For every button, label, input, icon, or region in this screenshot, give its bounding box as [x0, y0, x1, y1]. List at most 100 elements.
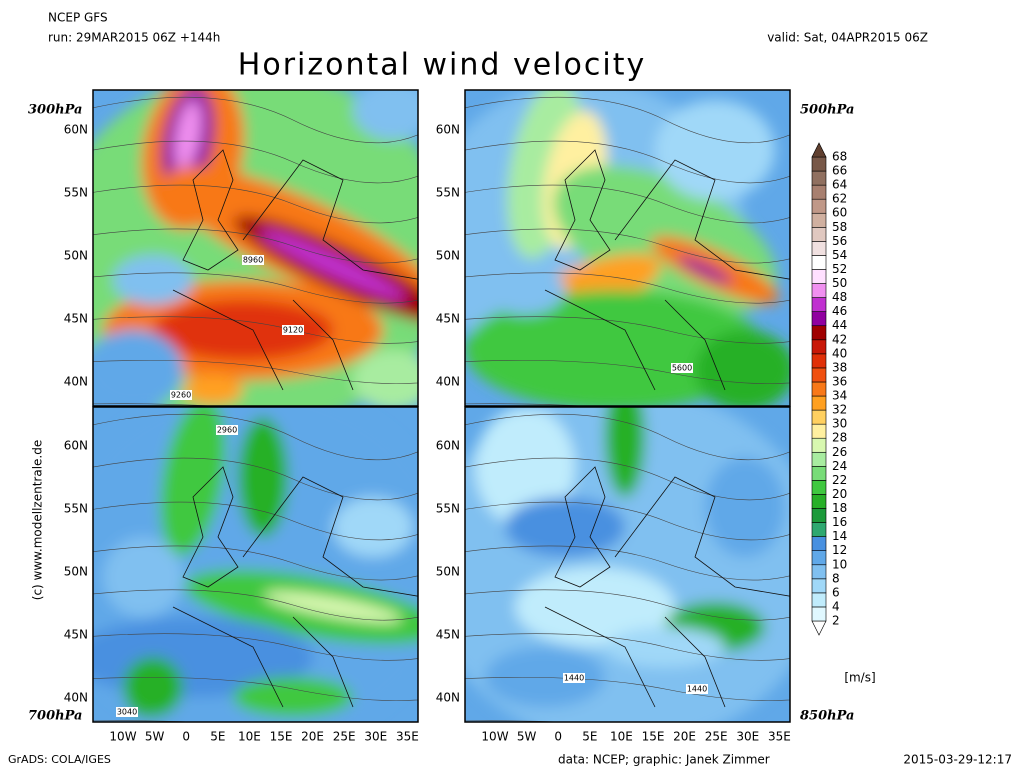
- pressure-level: 300hPa: [28, 103, 82, 118]
- wind-area: [93, 330, 183, 406]
- wind-area: [264, 591, 402, 623]
- wind-area: [123, 657, 183, 717]
- colorbar-label: 58: [832, 220, 847, 234]
- colorbar-label: 22: [832, 473, 847, 487]
- colorbar-box: [811, 269, 827, 284]
- coastline: [172, 149, 418, 391]
- latitude-label: 60N: [64, 123, 88, 137]
- latitude-label: 45N: [436, 628, 460, 642]
- height-contour: [93, 140, 418, 184]
- latitude-label: 45N: [64, 312, 88, 326]
- latitude-label: 50N: [436, 249, 460, 263]
- height-contour: [465, 677, 790, 701]
- height-contour: [93, 677, 418, 701]
- colorbar-label: 2: [832, 614, 840, 628]
- contour-label: 1440: [687, 685, 707, 694]
- colorbar-label: 20: [832, 487, 847, 501]
- wind-area: [465, 290, 765, 406]
- colorbar-box: [811, 325, 827, 341]
- height-contour: [93, 413, 418, 461]
- longitude-label: 20E: [301, 730, 324, 744]
- height-contour: [465, 413, 790, 461]
- height-contour: [465, 589, 790, 621]
- colorbar-box: [811, 480, 827, 495]
- height-contour: [93, 633, 418, 661]
- map-panel: [465, 407, 790, 722]
- longitude-label: 20E: [673, 730, 696, 744]
- panel-frame: [464, 89, 791, 407]
- wind-area: [160, 407, 226, 556]
- colorbar-label: 6: [832, 585, 840, 599]
- contour-label-box: [563, 673, 585, 683]
- colorbar-box: [811, 381, 827, 397]
- longitude-label: 15E: [642, 730, 665, 744]
- height-contour: [465, 140, 790, 184]
- colorbar-label: 30: [832, 417, 847, 431]
- latitude-label: 60N: [436, 123, 460, 137]
- wind-area: [705, 457, 785, 557]
- coastline: [544, 149, 790, 391]
- longitude-label: 30E: [736, 730, 759, 744]
- map-panel: [93, 407, 418, 722]
- latitude-label: 60N: [64, 439, 88, 453]
- colorbar-box: [811, 297, 827, 312]
- height-contour: [93, 403, 216, 406]
- colorbar-label: 18: [832, 501, 847, 515]
- longitude-label: 10W: [109, 730, 136, 744]
- latitude-label: 55N: [436, 186, 460, 200]
- longitude-label: 10E: [610, 730, 633, 744]
- contour-label: 1440: [564, 674, 584, 683]
- height-contour: [465, 633, 790, 661]
- colorbar-label: 68: [832, 150, 847, 164]
- latitude-label: 40N: [64, 691, 88, 705]
- latitude-label: 55N: [64, 502, 88, 516]
- colorbar-box: [811, 170, 827, 186]
- height-contour: [93, 501, 418, 541]
- colorbar-triangle: [811, 620, 827, 636]
- longitude-label: 30E: [364, 730, 387, 744]
- colorbar-label: 32: [832, 403, 847, 417]
- map-panel: [93, 90, 418, 406]
- coastline: [544, 466, 790, 708]
- colorbar-box: [811, 522, 827, 537]
- latitude-label: 45N: [64, 628, 88, 642]
- height-contour: [93, 545, 418, 581]
- wind-field: [465, 407, 790, 722]
- height-contour: [465, 720, 568, 722]
- colorbar-box: [811, 395, 827, 411]
- latitude-label: 55N: [64, 186, 88, 200]
- colorbar-box: [811, 606, 827, 622]
- run-info: run: 29MAR2015 06Z +144h: [48, 31, 220, 45]
- colorbar-label: 54: [832, 248, 847, 262]
- contour-label-box: [282, 325, 304, 335]
- height-contour: [465, 272, 790, 304]
- colorbar-box: [811, 550, 827, 566]
- longitude-label: 5E: [210, 730, 225, 744]
- colorbar-label: 46: [832, 304, 847, 318]
- colorbar-box: [811, 184, 827, 200]
- colorbar-label: 38: [832, 360, 847, 374]
- wind-field: [93, 90, 418, 406]
- footer-right: 2015-03-29-12:17: [903, 753, 1012, 767]
- wind-area: [233, 677, 353, 717]
- height-contour: [93, 457, 418, 501]
- longitude-label: 10W: [481, 730, 508, 744]
- colorbar-box: [811, 409, 827, 425]
- latitude-label: 45N: [436, 312, 460, 326]
- colorbar-label: 50: [832, 276, 847, 290]
- wind-area: [113, 255, 193, 305]
- wind-area: [353, 350, 418, 406]
- colorbar-box: [811, 367, 827, 383]
- longitude-label: 25E: [705, 730, 728, 744]
- contour-label-box: [686, 684, 708, 694]
- colorbar-box: [811, 339, 827, 355]
- colorbar-label: 14: [832, 529, 847, 543]
- colorbar-label: 64: [832, 178, 847, 192]
- height-contour: [465, 403, 588, 406]
- wind-area: [183, 375, 243, 405]
- colorbar-box: [811, 227, 827, 242]
- latitude-label: 40N: [64, 375, 88, 389]
- colorbar-label: 16: [832, 515, 847, 529]
- colorbar-label: 4: [832, 599, 840, 613]
- colorbar-label: 26: [832, 445, 847, 459]
